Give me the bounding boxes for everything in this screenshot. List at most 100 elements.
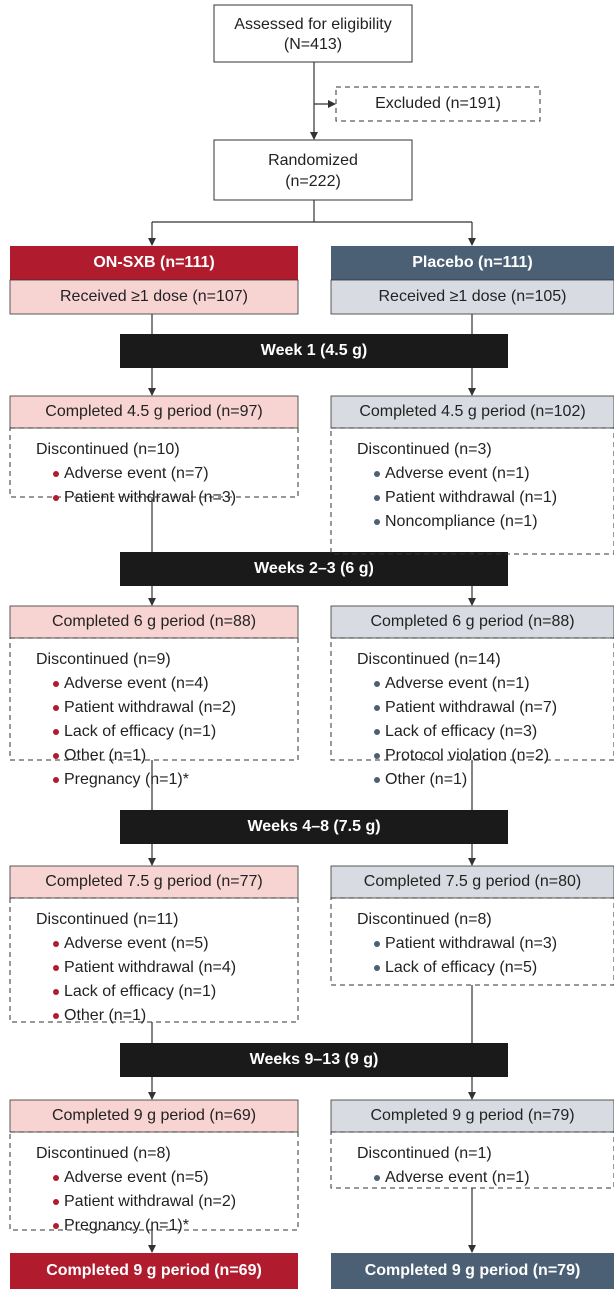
discontinued-box — [9, 427, 299, 498]
bullet — [53, 777, 59, 783]
bullet — [374, 471, 380, 477]
reason-label: Pregnancy (n=1)* — [64, 1217, 189, 1234]
completed-label: Completed 6 g period (n=88) — [52, 613, 256, 630]
bullet — [374, 965, 380, 971]
received-label: Received ≥1 dose (n=105) — [378, 288, 566, 305]
discontinued-box — [330, 897, 614, 986]
bullet — [374, 705, 380, 711]
phase-label: Week 1 (4.5 g) — [261, 342, 367, 359]
bullet — [374, 1175, 380, 1181]
received-label: Received ≥1 dose (n=107) — [60, 288, 248, 305]
arm-name: ON-SXB (n=111) — [93, 254, 214, 271]
completed-box — [9, 1099, 299, 1133]
bullet — [53, 729, 59, 735]
reason-label: Adverse event (n=5) — [64, 1169, 209, 1186]
bullet — [53, 1223, 59, 1229]
discontinued-label: Discontinued (n=14) — [357, 651, 501, 668]
reason-label: Lack of efficacy (n=3) — [385, 723, 537, 740]
reason-label: Other (n=1) — [64, 1007, 146, 1024]
final-box — [10, 1253, 298, 1289]
reason-label: Pregnancy (n=1)* — [64, 771, 189, 788]
reason-label: Other (n=1) — [385, 771, 467, 788]
received-box — [9, 279, 299, 315]
bullet — [53, 1199, 59, 1205]
bullet — [53, 705, 59, 711]
discontinued-box — [330, 637, 614, 761]
phase-bar — [120, 334, 508, 368]
reason-label: Adverse event (n=4) — [64, 675, 209, 692]
discontinued-label: Discontinued (n=10) — [36, 441, 180, 458]
excluded-box — [335, 86, 541, 122]
completed-label: Completed 7.5 g period (n=80) — [364, 873, 581, 890]
arm-header — [10, 246, 298, 280]
bullet — [53, 1013, 59, 1019]
phase-bar — [120, 1043, 508, 1077]
bullet — [374, 941, 380, 947]
bullet — [53, 965, 59, 971]
discontinued-label: Discontinued (n=9) — [36, 651, 171, 668]
completed-box — [9, 395, 299, 429]
reason-label: Lack of efficacy (n=1) — [64, 723, 216, 740]
completed-label: Completed 4.5 g period (n=102) — [359, 403, 585, 420]
reason-label: Lack of efficacy (n=5) — [385, 959, 537, 976]
phase-label: Weeks 9–13 (9 g) — [250, 1051, 379, 1068]
completed-label: Completed 9 g period (n=69) — [52, 1107, 256, 1124]
bullet — [374, 753, 380, 759]
reason-label: Patient withdrawal (n=7) — [385, 699, 557, 716]
reason-label: Patient withdrawal (n=3) — [64, 489, 236, 506]
reason-label: Protocol violation (n=2) — [385, 747, 549, 764]
bullet — [53, 753, 59, 759]
reason-label: Noncompliance (n=1) — [385, 513, 538, 530]
bullet — [374, 729, 380, 735]
phase-bar — [120, 810, 508, 844]
bullet — [53, 941, 59, 947]
completed-box — [330, 1099, 614, 1133]
reason-label: Patient withdrawal (n=2) — [64, 1193, 236, 1210]
final-box — [331, 1253, 614, 1289]
discontinued-label: Discontinued (n=8) — [357, 911, 492, 928]
reason-label: Lack of efficacy (n=1) — [64, 983, 216, 1000]
reason-label: Patient withdrawal (n=3) — [385, 935, 557, 952]
reason-label: Patient withdrawal (n=4) — [64, 959, 236, 976]
randomized-box — [213, 139, 413, 201]
bullet — [374, 519, 380, 525]
reason-label: Other (n=1) — [64, 747, 146, 764]
assessed-box — [213, 4, 413, 63]
phase-label: Weeks 2–3 (6 g) — [254, 560, 374, 577]
completed-box — [330, 395, 614, 429]
bullet — [53, 1175, 59, 1181]
connector — [152, 200, 472, 223]
discontinued-label: Discontinued (n=1) — [357, 1145, 492, 1162]
final-label: Completed 9 g period (n=79) — [365, 1262, 581, 1279]
reason-label: Adverse event (n=1) — [385, 1169, 530, 1186]
excluded-label: Excluded (n=191) — [375, 95, 501, 112]
completed-label: Completed 4.5 g period (n=97) — [45, 403, 262, 420]
discontinued-label: Discontinued (n=8) — [36, 1145, 171, 1162]
reason-label: Adverse event (n=1) — [385, 465, 530, 482]
completed-box — [330, 865, 614, 899]
reason-label: Adverse event (n=7) — [64, 465, 209, 482]
reason-label: Patient withdrawal (n=1) — [385, 489, 557, 506]
completed-label: Completed 6 g period (n=88) — [370, 613, 574, 630]
bullet — [53, 471, 59, 477]
reason-label: Adverse event (n=1) — [385, 675, 530, 692]
discontinued-label: Discontinued (n=3) — [357, 441, 492, 458]
discontinued-box — [9, 897, 299, 1023]
bullet — [374, 777, 380, 783]
discontinued-box — [9, 1131, 299, 1231]
completed-label: Completed 9 g period (n=79) — [370, 1107, 574, 1124]
arm-name: Placebo (n=111) — [412, 254, 533, 271]
final-label: Completed 9 g period (n=69) — [46, 1262, 262, 1279]
bullet — [53, 495, 59, 501]
bullet — [53, 989, 59, 995]
bullet — [374, 495, 380, 501]
phase-label: Weeks 4–8 (7.5 g) — [247, 818, 380, 835]
completed-label: Completed 7.5 g period (n=77) — [45, 873, 262, 890]
assessed-label: Assessed for eligibility — [234, 16, 391, 33]
bullet — [53, 681, 59, 687]
received-box — [330, 279, 614, 315]
phase-bar — [120, 552, 508, 586]
completed-box — [330, 605, 614, 639]
randomized-label: Randomized — [268, 152, 358, 169]
